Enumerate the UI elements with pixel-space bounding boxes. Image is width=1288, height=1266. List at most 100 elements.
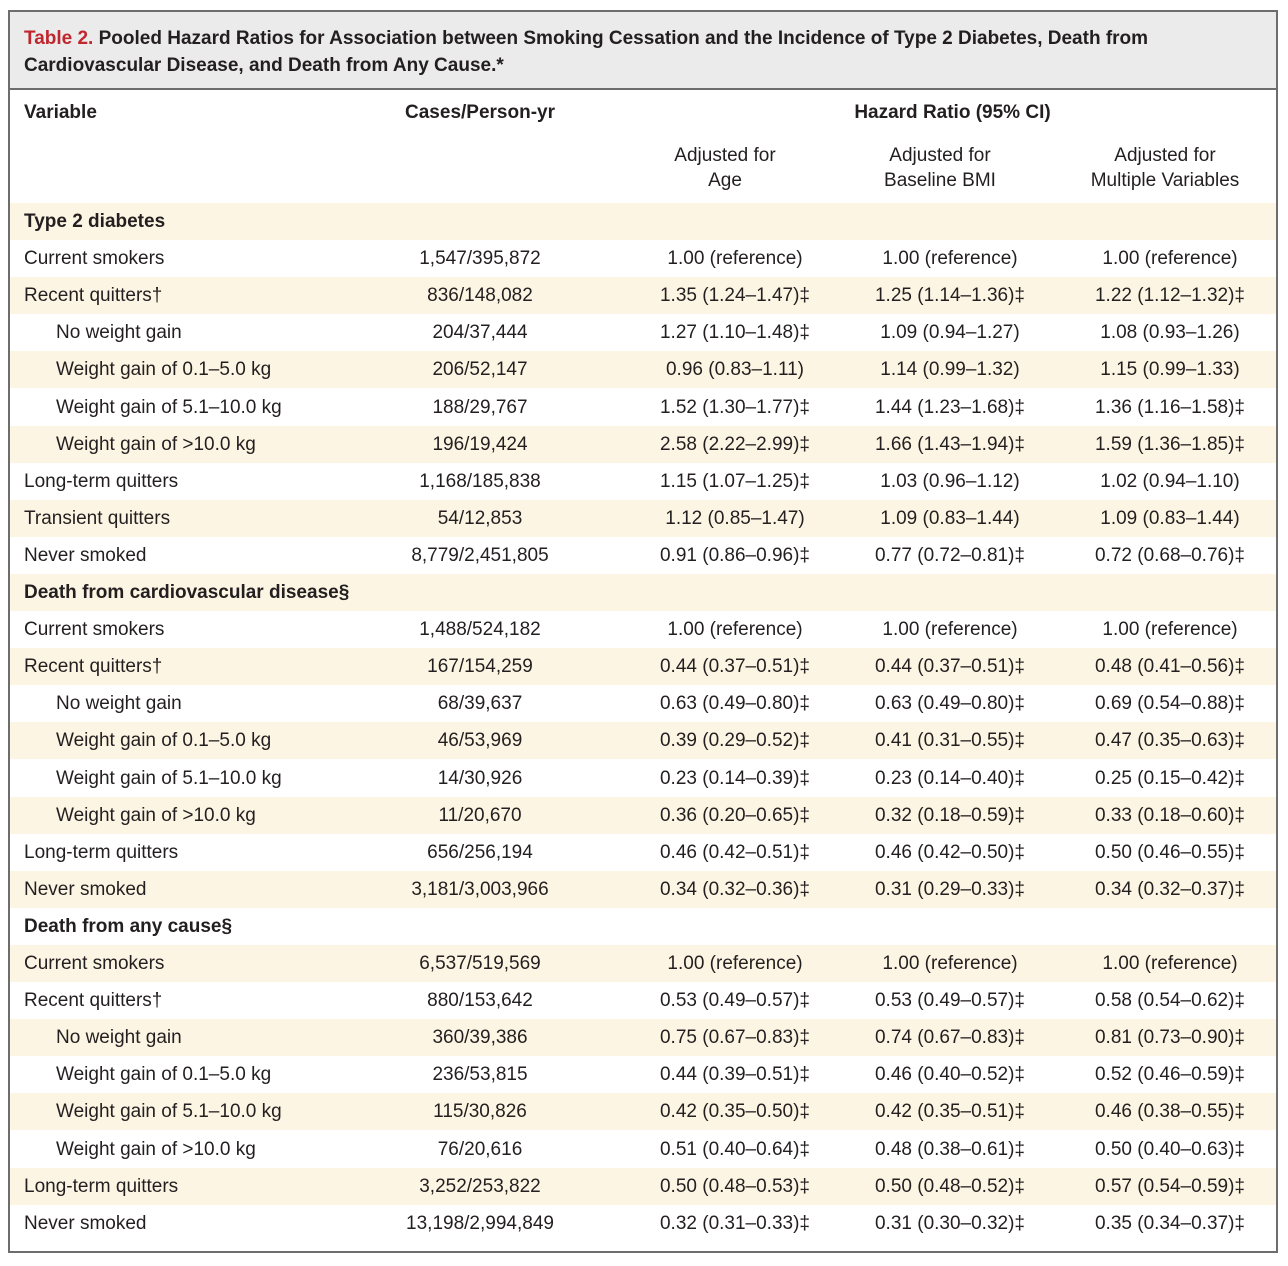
hr-multivariable-cell: 1.00 (reference) [1102, 619, 1238, 641]
hr-bmi-cell: 0.74 (0.67–0.83)‡ [874, 1027, 1025, 1049]
hr-age-cell: 1.27 (1.10–1.48)‡ [659, 322, 810, 344]
hr-age-cell: 0.75 (0.67–0.83)‡ [659, 1027, 810, 1049]
row-label: Never smoked [24, 878, 147, 900]
hr-bmi-cell: 0.77 (0.72–0.81)‡ [874, 544, 1025, 566]
cases-cell: 6,537/519,569 [419, 953, 541, 974]
table-row: Never smoked 13,198/2,994,849 0.32 (0.31–0… [10, 1205, 1276, 1242]
table-row: Weight gain of 0.1–5.0 kg 236/53,815 0.44 … [10, 1056, 1276, 1093]
hr-bmi-cell: 1.00 (reference) [882, 248, 1018, 270]
header-adjusted-age-line1: Adjusted for [674, 145, 776, 166]
hr-bmi-cell: 0.46 (0.40–0.52)‡ [874, 1064, 1025, 1086]
hr-multivariable-cell: 0.46 (0.38–0.55)‡ [1094, 1101, 1245, 1123]
hr-bmi-cell: 1.66 (1.43–1.94)‡ [874, 433, 1025, 455]
hr-multivariable-cell: 1.22 (1.12–1.32)‡ [1094, 285, 1245, 307]
cases-cell: 880/153,642 [427, 990, 533, 1012]
hr-age-cell: 1.12 (0.85–1.47) [665, 507, 805, 529]
hr-multivariable-cell: 0.58 (0.54–0.62)‡ [1094, 990, 1245, 1012]
row-label: Weight gain of 0.1–5.0 kg [56, 1064, 272, 1086]
hr-bmi-cell: 0.46 (0.42–0.50)‡ [874, 841, 1025, 863]
cases-cell: 1,547/395,872 [419, 248, 541, 270]
hr-bmi-cell: 0.50 (0.48–0.52)‡ [874, 1175, 1025, 1197]
hr-bmi-cell: 1.00 (reference) [882, 953, 1018, 974]
row-label: Recent quitters† [24, 990, 163, 1012]
hr-bmi-cell: 0.23 (0.14–0.40)‡ [874, 767, 1025, 789]
table-row: Long-term quitters 3,252/253,822 0.50 (0.4… [10, 1167, 1276, 1205]
table-row: Weight gain of 5.1–10.0 kg 14/30,926 0.23 … [10, 760, 1276, 797]
hr-age-cell: 0.42 (0.35–0.50)‡ [659, 1101, 810, 1123]
hr-multivariable-cell: 1.00 (reference) [1102, 953, 1238, 974]
hr-age-cell: 0.39 (0.29–0.52)‡ [659, 730, 810, 752]
row-label: Weight gain of 0.1–5.0 kg [56, 730, 272, 752]
hr-bmi-cell: 1.09 (0.83–1.44) [880, 507, 1020, 529]
header-adjusted-age-line2: Age [708, 170, 742, 191]
hr-bmi-cell: 0.41 (0.31–0.55)‡ [874, 730, 1025, 752]
table-frame: Table 2. Pooled Hazard Ratios for Associ… [8, 10, 1278, 1253]
row-label: Weight gain of >10.0 kg [56, 1138, 256, 1160]
hr-multivariable-cell: 0.47 (0.35–0.63)‡ [1094, 730, 1245, 752]
header-adjusted-bmi: Adjusted for Baseline BMI [835, 143, 1045, 193]
hr-bmi-cell: 1.00 (reference) [882, 619, 1018, 641]
hr-bmi-cell: 1.03 (0.96–1.12) [880, 470, 1020, 492]
header-hazard-ratio: Hazard Ratio (95% CI) [854, 102, 1051, 123]
table-row: Weight gain of 0.1–5.0 kg 206/52,147 0.96 … [10, 351, 1276, 389]
table-row: Recent quitters† 836/148,082 1.35 (1.24–1.… [10, 277, 1276, 315]
hr-age-cell: 0.34 (0.32–0.36)‡ [659, 878, 810, 900]
cases-cell: 656/256,194 [427, 841, 533, 863]
cases-cell: 8,779/2,451,805 [411, 544, 549, 566]
section-label: Death from cardiovascular disease§ [24, 582, 350, 603]
row-label: Long-term quitters [24, 1175, 179, 1197]
hr-multivariable-cell: 0.34 (0.32–0.37)‡ [1094, 878, 1245, 900]
hr-bmi-cell: 0.31 (0.30–0.32)‡ [874, 1212, 1025, 1234]
hr-bmi-cell: 1.14 (0.99–1.32) [880, 359, 1020, 381]
cases-cell: 14/30,926 [437, 767, 523, 789]
cases-cell: 360/39,386 [432, 1027, 528, 1049]
table-row: Long-term quitters 656/256,194 0.46 (0.42–… [10, 834, 1276, 871]
cases-cell: 54/12,853 [437, 507, 523, 529]
cases-cell: 206/52,147 [432, 359, 528, 381]
hr-multivariable-cell: 0.52 (0.46–0.59)‡ [1094, 1064, 1245, 1086]
hr-age-cell: 1.00 (reference) [667, 953, 803, 974]
table-row: Current smokers 1,488/524,182 1.00 (refere… [10, 611, 1276, 648]
hr-age-cell: 1.00 (reference) [667, 619, 803, 641]
table-row: Weight gain of 0.1–5.0 kg 46/53,969 0.39 (… [10, 722, 1276, 760]
row-label: Current smokers [24, 619, 165, 641]
hr-bmi-cell: 1.44 (1.23–1.68)‡ [874, 396, 1025, 418]
hr-bmi-cell: 0.44 (0.37–0.51)‡ [874, 656, 1025, 678]
header-variable: Variable [24, 102, 97, 123]
hr-age-cell: 0.36 (0.20–0.65)‡ [659, 804, 810, 826]
cases-cell: 68/39,637 [437, 693, 523, 715]
section-row: Type 2 diabetes [10, 203, 1276, 240]
hr-multivariable-cell: 0.50 (0.40–0.63)‡ [1094, 1138, 1245, 1160]
hr-age-cell: 1.00 (reference) [667, 248, 803, 270]
row-label: Weight gain of >10.0 kg [56, 433, 256, 455]
hr-age-cell: 1.52 (1.30–1.77)‡ [659, 396, 810, 418]
table-row: Weight gain of >10.0 kg 196/19,424 2.58 (2… [10, 425, 1276, 463]
cases-cell: 167/154,259 [427, 656, 533, 678]
row-label: Weight gain of 0.1–5.0 kg [56, 359, 272, 381]
cases-cell: 3,181/3,003,966 [411, 878, 549, 900]
row-label: Weight gain of 5.1–10.0 kg [56, 767, 282, 789]
row-label: Long-term quitters [24, 841, 179, 863]
hr-multivariable-cell: 1.36 (1.16–1.58)‡ [1094, 396, 1245, 418]
row-label: Long-term quitters [24, 470, 179, 492]
row-label: No weight gain [56, 322, 182, 344]
table-row: Never smoked 8,779/2,451,805 0.91 (0.86–0.… [10, 537, 1276, 574]
table-label: Table 2. [24, 28, 94, 49]
header-adjusted-bmi-line1: Adjusted for [889, 145, 991, 166]
header-adjusted-age: Adjusted for Age [620, 143, 830, 193]
section-row: Death from any cause§ [10, 908, 1276, 945]
table-row: No weight gain 360/39,386 0.75 (0.67–0.83)… [10, 1019, 1276, 1057]
hr-age-cell: 0.96 (0.83–1.11) [665, 359, 805, 381]
hr-age-cell: 0.44 (0.37–0.51)‡ [659, 656, 810, 678]
hr-bmi-cell: 0.63 (0.49–0.80)‡ [874, 693, 1025, 715]
row-label: Weight gain of 5.1–10.0 kg [56, 396, 282, 418]
hr-bmi-cell: 0.53 (0.49–0.57)‡ [874, 990, 1025, 1012]
table-row: Never smoked 3,181/3,003,966 0.34 (0.32–0.… [10, 870, 1276, 908]
table-row: Weight gain of >10.0 kg 76/20,616 0.51 (0.… [10, 1131, 1276, 1168]
table-row: No weight gain 68/39,637 0.63 (0.49–0.80)‡… [10, 685, 1276, 722]
cases-cell: 204/37,444 [432, 322, 528, 344]
cases-cell: 188/29,767 [432, 396, 528, 418]
table-row: No weight gain 204/37,444 1.27 (1.10–1.48)… [10, 314, 1276, 351]
header-adjusted-multiple-line1: Adjusted for [1114, 145, 1216, 166]
cases-cell: 836/148,082 [427, 285, 533, 307]
